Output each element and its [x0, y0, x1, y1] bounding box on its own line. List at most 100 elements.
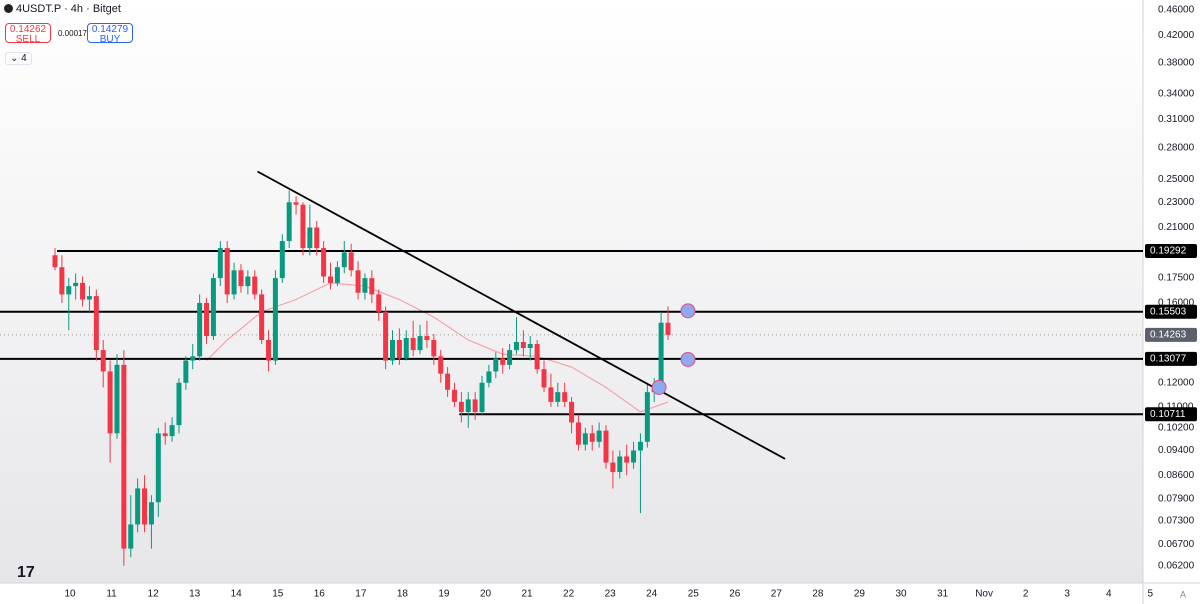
y-tick-label: 0.08600	[1158, 470, 1195, 481]
indicators-toggle[interactable]: ⌄ 4	[5, 52, 32, 65]
candle-body	[334, 267, 340, 283]
logo: 17	[17, 564, 35, 581]
price-badge-label: 0.15503	[1150, 306, 1187, 317]
candle-body	[389, 339, 395, 361]
price-badge	[1145, 304, 1197, 319]
x-tick-label: 29	[854, 589, 866, 600]
y-tick-label: 0.23000	[1158, 197, 1195, 208]
y-tick-label: 0.09400	[1158, 445, 1195, 456]
candle-body	[562, 392, 568, 402]
candle-body	[465, 399, 471, 412]
price-badge	[1145, 407, 1197, 422]
indicator-count: 4	[21, 53, 27, 64]
x-tick-label: 10	[64, 589, 76, 600]
y-tick-label: 0.34000	[1158, 88, 1195, 99]
candle-body	[162, 433, 168, 437]
marker	[651, 379, 667, 395]
price-badge	[1145, 327, 1197, 342]
x-tick-label: 5	[1148, 589, 1154, 600]
y-tick-label: 0.16000	[1158, 298, 1195, 309]
candle-body	[555, 392, 561, 402]
sell-price: 0.14262	[9, 24, 47, 35]
candle-body	[548, 387, 554, 402]
x-tick-label: 16	[314, 589, 326, 600]
candle-body	[541, 369, 547, 388]
y-tick-label: 0.12000	[1158, 377, 1195, 388]
y-tick-label: 0.46000	[1158, 5, 1195, 16]
candle-body	[300, 204, 306, 249]
candle-body	[93, 296, 99, 351]
candle-body	[383, 311, 389, 361]
candle-body	[582, 433, 588, 445]
candle-body	[527, 343, 533, 349]
x-tick-label: 27	[771, 589, 783, 600]
candle-body	[569, 401, 575, 423]
x-tick-label: 24	[646, 589, 658, 600]
buy-button[interactable]: 0.14279 BUY	[87, 23, 133, 45]
y-tick-label: 0.42000	[1158, 30, 1195, 41]
candle-body	[445, 373, 451, 390]
x-tick-label: 31	[937, 589, 949, 600]
candle-body	[589, 433, 595, 442]
candle-body	[631, 450, 637, 463]
candle-body	[362, 278, 368, 293]
candle-body	[314, 227, 320, 249]
candle-body	[135, 488, 141, 525]
x-tick-label: 23	[605, 589, 617, 600]
candle-body	[493, 358, 499, 372]
x-tick-label: 14	[231, 589, 243, 600]
candle-body	[148, 502, 154, 525]
spread: 0.00017	[58, 29, 87, 38]
candle-body	[307, 227, 313, 249]
x-tick-label: 3	[1064, 589, 1070, 600]
candle-body	[286, 202, 292, 242]
candle-body	[348, 252, 354, 271]
candle-body	[155, 433, 161, 503]
y-tick-label: 0.10200	[1158, 422, 1195, 433]
sell-button[interactable]: 0.14262 SELL	[5, 23, 51, 45]
scale-mode[interactable]: A	[1180, 589, 1186, 599]
price-badge-label: 0.13077	[1150, 354, 1187, 365]
sell-label: SELL	[15, 34, 41, 45]
buy-label: BUY	[99, 34, 121, 45]
candle-body	[190, 356, 196, 361]
candle-body	[293, 202, 299, 205]
x-tick-label: 25	[688, 589, 700, 600]
y-tick-label: 0.21000	[1158, 222, 1195, 233]
candle-body	[472, 399, 478, 412]
x-tick-label: 21	[521, 589, 533, 600]
candle-body	[114, 364, 120, 434]
candle-body	[197, 302, 203, 357]
candle-body	[610, 462, 616, 472]
candle-body	[224, 248, 230, 295]
candle-body	[128, 524, 134, 549]
x-tick-label: 20	[480, 589, 492, 600]
candle-body	[431, 339, 437, 357]
candle-body	[424, 336, 430, 340]
marker	[680, 303, 696, 319]
symbol: 4USDT.P · 4h · Bitget	[16, 3, 121, 15]
candle-body	[637, 441, 643, 451]
x-tick-label: 30	[895, 589, 907, 600]
candle-body	[176, 382, 182, 426]
y-tick-label: 0.31000	[1158, 114, 1195, 125]
x-tick-label: 22	[563, 589, 575, 600]
candle-body	[238, 270, 244, 287]
candle-body	[73, 282, 79, 287]
y-tick-label: 0.06700	[1158, 539, 1195, 550]
plot-background	[0, 0, 1143, 583]
symbol-title[interactable]: 4USDT.P · 4h · Bitget	[4, 3, 121, 15]
candle-body	[142, 488, 148, 525]
candle-body	[644, 392, 650, 442]
candle-body	[52, 255, 58, 268]
candle-body	[100, 350, 106, 372]
candle-body	[121, 364, 127, 549]
trendline	[257, 170, 786, 460]
candle-body	[328, 276, 334, 283]
candle-body	[500, 358, 506, 365]
candle-body	[451, 389, 457, 402]
candle-body	[369, 278, 375, 295]
candle-body	[534, 343, 540, 370]
candle-body	[231, 270, 237, 295]
candle-body	[479, 382, 485, 412]
